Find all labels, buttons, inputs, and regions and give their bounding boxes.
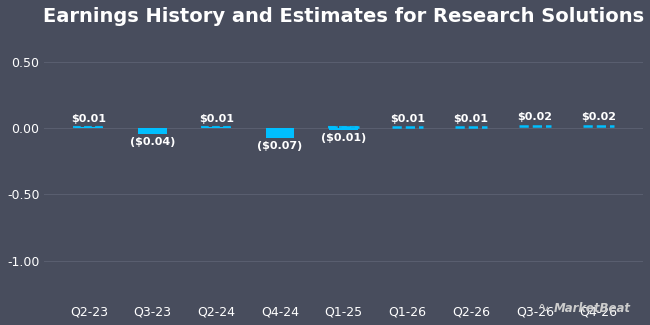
Bar: [202, 127, 231, 128]
Text: ($0.04): ($0.04): [130, 137, 176, 147]
Text: $0.02: $0.02: [517, 112, 552, 123]
Bar: [266, 128, 294, 137]
Text: $0.01: $0.01: [454, 114, 489, 124]
Text: ($0.07): ($0.07): [257, 141, 303, 151]
Text: $0.01: $0.01: [390, 114, 425, 124]
Text: ∿: ∿: [538, 301, 549, 315]
Title: Earnings History and Estimates for Research Solutions: Earnings History and Estimates for Resea…: [43, 7, 644, 26]
Bar: [75, 127, 103, 128]
Bar: [138, 128, 167, 134]
Text: $0.02: $0.02: [581, 112, 616, 123]
Bar: [330, 128, 358, 130]
Text: MarketBeat: MarketBeat: [554, 302, 630, 315]
Text: $0.01: $0.01: [199, 114, 234, 124]
Text: ($0.01): ($0.01): [321, 133, 367, 143]
Text: $0.01: $0.01: [72, 114, 107, 124]
